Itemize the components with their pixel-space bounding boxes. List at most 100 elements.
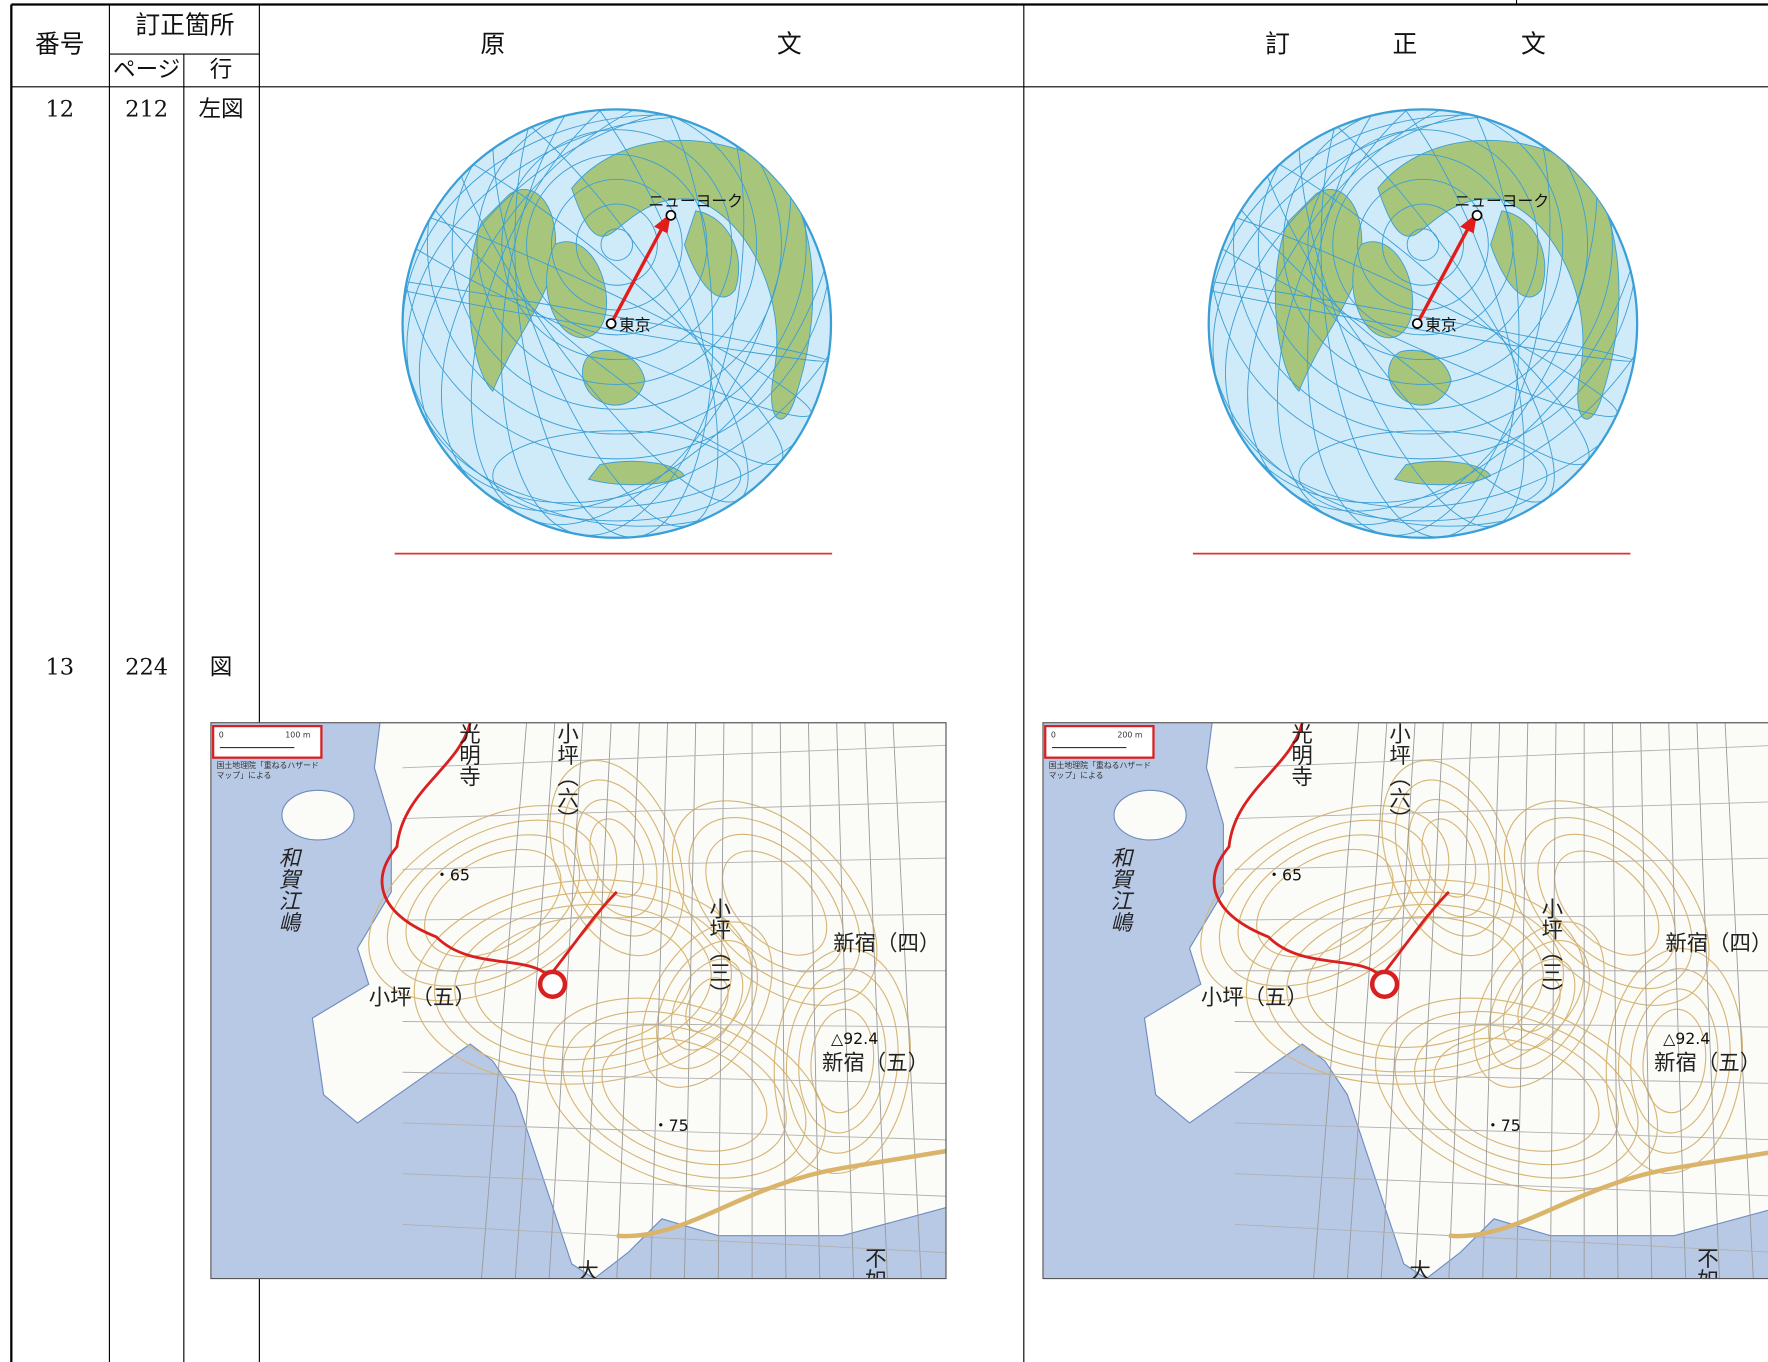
road [1234,1223,1768,1253]
land [1490,210,1546,298]
city-label: 東京 [619,315,651,334]
city-label: ニューヨーク [1455,191,1550,210]
header-corrected: 正 [1392,30,1417,59]
route [1212,722,1450,979]
header-original: 原 [480,30,505,59]
map-frame [210,722,947,1280]
place-label: 大 [1409,1260,1430,1285]
parallel [1332,154,1514,336]
road [402,857,947,870]
contour [1421,818,1477,898]
meridian [1252,109,1555,503]
place-label: 新宿（四） [833,931,940,956]
contour [1374,997,1659,1193]
coast-road [616,1148,947,1239]
contour [722,850,828,956]
scale-label: 200 m [1117,730,1142,739]
scale-label: 0 [219,730,224,739]
parallel [426,109,807,435]
parallel [402,109,832,460]
road [616,722,640,1279]
contour [1408,798,1490,918]
road [582,722,612,1279]
contour [670,958,744,1051]
contour [549,759,685,957]
road [548,722,584,1279]
parallel [600,228,634,261]
row-line: 左図 [199,96,244,122]
graticule [1208,109,1638,538]
road [1482,722,1501,1279]
parallel [1298,430,1548,522]
contour [785,968,899,1154]
place-label: 小坪（三） [706,897,731,1004]
place-label: ・65 [1266,866,1302,885]
parallel [476,109,758,385]
road [650,722,668,1279]
contour [1488,939,1591,1070]
contour [1503,800,1710,1006]
road [402,1223,947,1254]
parallel [1257,109,1589,410]
land [1352,241,1414,339]
place-label: 新宿（五） [822,1051,929,1076]
meridian [1208,114,1638,527]
road [1668,722,1687,1279]
header-number: 番号 [35,30,85,59]
scale-box [1044,724,1155,759]
meridian [1277,109,1598,526]
city-label: 東京 [1425,315,1457,334]
contour [413,879,753,1085]
station-mark [537,969,568,999]
contour [1630,988,1719,1134]
road [1234,1122,1768,1141]
header-line: 行 [210,57,233,83]
contour [1218,819,1431,987]
credit: マップ」による [217,771,272,780]
meridian [418,109,832,504]
station-mark [1369,969,1400,999]
graticule [402,109,832,538]
contour [562,779,671,937]
road [779,722,787,1279]
scale-label: 0 [1051,730,1056,739]
contour [1394,1010,1639,1179]
parallel [501,129,733,361]
road [1234,914,1768,921]
land [683,210,740,298]
road [1234,801,1768,820]
road [1234,745,1768,769]
place-label: 新宿（四） [1665,931,1768,956]
row-number: 12 [45,96,74,122]
land [1388,350,1452,406]
contour [810,1008,875,1114]
road [402,744,947,769]
road [1234,1021,1768,1028]
road [402,1122,947,1141]
contour [1394,779,1503,937]
meridian [1208,273,1635,362]
parallel [1282,109,1564,385]
place-label: 不如 [1693,1247,1718,1290]
place-label: ・65 [434,866,470,885]
land [546,241,607,339]
road [514,722,556,1279]
contour [798,988,887,1134]
parallel [575,203,658,286]
meridian [406,116,832,508]
road [1346,722,1388,1279]
contour [773,947,911,1174]
road [402,1173,947,1197]
parallel [492,430,742,522]
road [402,801,947,820]
contour [576,798,658,918]
island [1113,789,1187,841]
credit: 国土地理院「重ねるハザード [1049,760,1151,770]
credit: 国土地理院「重ねるハザード [217,760,319,770]
contour [386,819,599,987]
row-page: 224 [125,655,168,681]
